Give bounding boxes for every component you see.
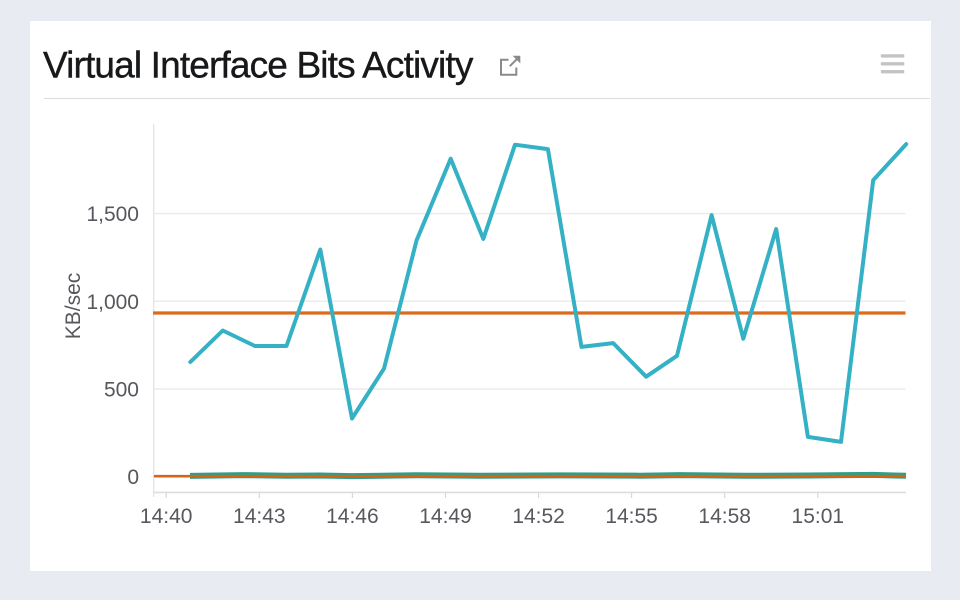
svg-text:1,000: 1,000 xyxy=(86,291,139,314)
svg-text:14:49: 14:49 xyxy=(419,505,472,528)
svg-text:14:55: 14:55 xyxy=(605,505,658,528)
svg-text:14:58: 14:58 xyxy=(698,505,751,528)
svg-text:14:46: 14:46 xyxy=(326,505,379,528)
svg-text:500: 500 xyxy=(104,379,139,402)
svg-text:14:52: 14:52 xyxy=(512,505,565,528)
svg-text:1,500: 1,500 xyxy=(86,203,139,226)
svg-text:KB/sec: KB/sec xyxy=(62,273,85,340)
svg-text:14:43: 14:43 xyxy=(233,505,286,528)
svg-text:0: 0 xyxy=(127,466,139,489)
svg-text:14:40: 14:40 xyxy=(140,505,193,528)
svg-text:15:01: 15:01 xyxy=(792,505,845,528)
svg-text:Virtual Interface Bits Activit: Virtual Interface Bits Activity xyxy=(43,44,474,85)
